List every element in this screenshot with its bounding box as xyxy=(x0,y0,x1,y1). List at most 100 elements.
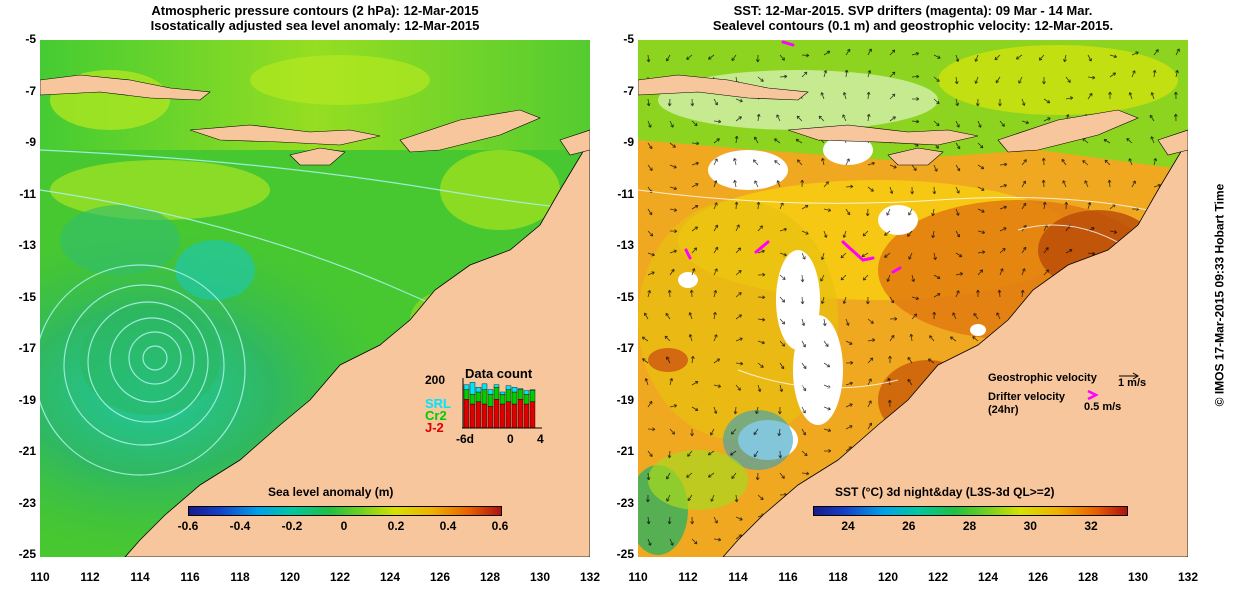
data-count-bar-segment xyxy=(463,389,470,400)
velocity-arrow xyxy=(1065,96,1074,100)
velocity-arrow xyxy=(977,269,984,276)
sst-colorbar-title: SST (°C) 3d night&day (L3S-3d QL>=2) xyxy=(835,485,1055,499)
data-count-bar-segment xyxy=(517,389,524,400)
data-count-bar-segment xyxy=(493,399,500,429)
sea-level-anomaly-map[interactable] xyxy=(40,40,590,557)
velocity-arrow xyxy=(867,48,872,56)
velocity-arrow xyxy=(646,494,650,503)
left-xtick-label: 132 xyxy=(579,570,601,584)
velocity-arrow xyxy=(713,202,718,210)
velocity-arrow xyxy=(955,142,961,150)
velocity-arrow xyxy=(755,472,760,481)
velocity-arrow xyxy=(867,378,872,386)
velocity-arrow xyxy=(644,378,649,386)
right-title: SST: 12-Mar-2015. SVP drifters (magenta)… xyxy=(638,3,1188,33)
velocity-arrow xyxy=(647,252,655,257)
velocity-arrow xyxy=(641,336,649,342)
left-xtick-label: 124 xyxy=(379,570,401,584)
left-xtick-label: 122 xyxy=(329,570,351,584)
velocity-arrow xyxy=(998,98,1002,107)
velocity-arrow xyxy=(779,274,786,281)
data-count-bar-segment xyxy=(505,389,512,402)
velocity-arrow xyxy=(823,181,829,188)
velocity-arrow xyxy=(644,312,649,320)
velocity-arrow xyxy=(867,400,872,408)
velocity-arrow xyxy=(647,142,653,150)
velocity-arrow xyxy=(731,54,737,62)
velocity-arrow xyxy=(823,406,831,411)
data-count-bar-segment xyxy=(517,399,524,429)
velocity-arrow xyxy=(975,98,980,107)
velocity-arrow xyxy=(1021,120,1029,125)
velocity-arrow xyxy=(691,161,699,166)
data-count-bar-segment xyxy=(505,385,512,390)
velocity-arrow xyxy=(669,164,677,169)
velocity-arrow xyxy=(735,292,742,298)
data-count-bar-segment xyxy=(475,386,482,393)
left-ytick-label: -15 xyxy=(18,289,36,304)
velocity-arrow xyxy=(867,422,873,430)
velocity-arrow xyxy=(774,160,781,166)
velocity-arrow xyxy=(845,340,853,345)
velocity-arrow xyxy=(713,98,718,106)
velocity-arrow xyxy=(691,381,699,386)
velocity-arrow xyxy=(690,428,694,437)
series-label-srl: SRL xyxy=(425,396,451,411)
velocity-arrow xyxy=(908,252,913,260)
velocity-arrow xyxy=(842,296,847,304)
velocity-arrow xyxy=(647,289,652,298)
velocity-arrow xyxy=(735,361,744,366)
velocity-arrow xyxy=(686,472,693,478)
sla-colorbar-tick-label: 0.2 xyxy=(387,519,405,533)
velocity-arrow xyxy=(757,362,764,368)
velocity-arrow xyxy=(1107,179,1112,188)
velocity-arrow xyxy=(889,116,896,122)
velocity-arrow xyxy=(929,335,935,342)
velocity-arrow xyxy=(861,252,869,258)
velocity-arrow xyxy=(691,268,696,276)
velocity-arrow xyxy=(647,120,652,128)
velocity-arrow xyxy=(801,230,809,235)
velocity-arrow xyxy=(845,360,854,365)
left-xtick-label: 116 xyxy=(180,570,200,584)
velocity-arrow xyxy=(666,54,671,62)
velocity-arrow xyxy=(689,289,694,298)
velocity-arrow xyxy=(646,516,651,525)
velocity-arrow xyxy=(888,355,892,364)
series-label-cr2: Cr2 xyxy=(425,408,447,423)
right-ytick-label: -5 xyxy=(623,32,634,46)
velocity-arrow xyxy=(691,141,700,146)
velocity-arrow xyxy=(865,208,870,217)
velocity-arrow xyxy=(713,180,718,188)
right-title-line1: SST: 12-Mar-2015. SVP drifters (magenta)… xyxy=(733,3,1093,18)
velocity-arrow xyxy=(779,227,787,232)
velocity-arrow xyxy=(845,48,851,56)
velocity-arrow xyxy=(733,179,737,188)
velocity-arrow xyxy=(690,516,695,525)
velocity-arrow xyxy=(1064,201,1069,210)
velocity-arrow xyxy=(845,318,850,326)
velocity-arrow xyxy=(669,120,674,128)
velocity-arrow xyxy=(1015,54,1023,60)
velocity-arrow xyxy=(977,208,985,213)
left-title-line1: Atmospheric pressure contours (2 hPa): 1… xyxy=(151,3,479,18)
velocity-arrow xyxy=(1084,180,1089,188)
velocity-arrow xyxy=(1043,117,1051,122)
velocity-arrow xyxy=(840,274,847,281)
sla-colorbar-tick-label: 0.6 xyxy=(491,519,509,533)
velocity-arrow xyxy=(842,91,847,100)
velocity-arrow xyxy=(666,356,671,364)
sst-map[interactable] xyxy=(638,40,1188,557)
right-xtick-label: 112 xyxy=(678,570,698,584)
right-ytick-label: -9 xyxy=(623,135,634,149)
velocity-arrow xyxy=(974,76,979,84)
velocity-arrow xyxy=(1020,289,1025,298)
velocity-arrow xyxy=(955,164,961,172)
sla-colorbar-tick-label: -0.2 xyxy=(281,519,303,533)
velocity-arrow xyxy=(801,71,808,78)
velocity-arrow xyxy=(801,471,810,476)
velocity-arrow xyxy=(867,357,874,364)
drifter-scale-arrow xyxy=(1087,389,1099,401)
velocity-arrow xyxy=(1153,183,1161,188)
velocity-arrow xyxy=(801,252,806,260)
